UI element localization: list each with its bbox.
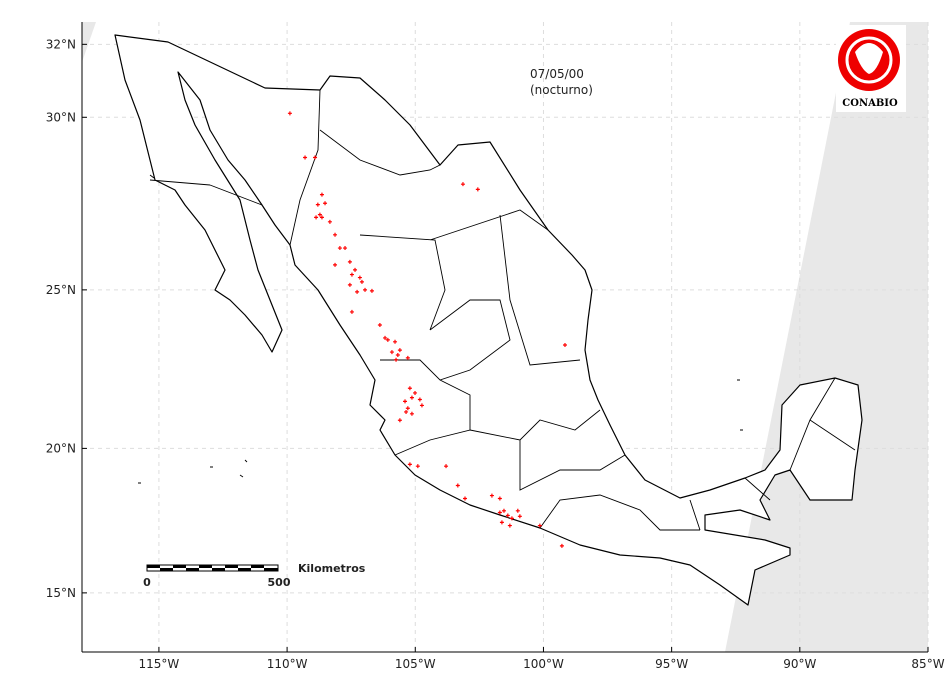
hotspot <box>347 259 352 264</box>
hotspot <box>315 202 320 207</box>
date: 07/05/00 <box>530 67 584 81</box>
hotspot <box>409 395 414 400</box>
x-tick-label: 95°W <box>655 657 688 671</box>
logo-text: CONABIO <box>842 98 898 109</box>
hotspot <box>403 399 408 404</box>
logo-emblem-detail <box>845 36 893 84</box>
hotspot <box>317 212 322 217</box>
scale-bar: Kilometros 0 500 <box>143 562 366 589</box>
hotspot <box>497 496 502 501</box>
hotspot <box>404 409 409 414</box>
hotspot <box>515 508 520 513</box>
y-tick-label: 30°N <box>46 110 76 124</box>
hotspot <box>383 335 388 340</box>
state-borders <box>149 89 856 531</box>
hotspot <box>363 287 368 292</box>
y-tick-label: 15°N <box>46 586 76 600</box>
hotspot <box>501 508 506 513</box>
hotspot <box>385 337 390 342</box>
hotspot <box>509 516 514 521</box>
hotspot <box>497 510 502 515</box>
hotspot <box>287 111 292 116</box>
hotspot <box>377 322 382 327</box>
hotspot <box>349 309 354 314</box>
logo: CONABIO <box>836 25 906 112</box>
hotspot <box>395 352 400 357</box>
y-tick-label: 32°N <box>46 37 76 51</box>
hotspot <box>455 483 460 488</box>
logo-emblem-detail <box>855 43 883 74</box>
hotspot <box>559 543 564 548</box>
hotspot <box>505 513 510 518</box>
hotspot <box>359 279 364 284</box>
no-data-area <box>82 22 96 62</box>
x-tick-label: 110°W <box>267 657 308 671</box>
hotspot <box>499 520 504 525</box>
hotspot <box>444 464 449 469</box>
islands <box>138 174 743 484</box>
hotspot <box>355 289 360 294</box>
hotspot <box>405 355 410 360</box>
hotspot <box>397 348 402 353</box>
x-tick-label: 90°W <box>783 657 816 671</box>
hotspot <box>507 523 512 528</box>
hotspot <box>343 246 348 251</box>
hotspot <box>357 275 362 280</box>
hotspot <box>333 232 338 237</box>
hotspot <box>397 418 402 423</box>
hotspot <box>517 514 522 519</box>
no-data-area <box>725 22 928 652</box>
hotspot <box>337 246 342 251</box>
hotspot <box>327 219 332 224</box>
hotspot <box>489 493 494 498</box>
x-tick-label: 85°W <box>911 657 944 671</box>
hotspot <box>417 397 422 402</box>
hotspot <box>393 339 398 344</box>
hotspot <box>314 215 319 220</box>
hotspot <box>407 386 412 391</box>
hotspot <box>323 201 328 206</box>
mexico-outline <box>114 34 863 606</box>
hotspot <box>333 262 338 267</box>
hotspot <box>394 357 399 362</box>
hotspot <box>463 496 468 501</box>
hotspot <box>369 288 374 293</box>
hotspot <box>349 272 354 277</box>
hotspot <box>419 403 424 408</box>
hotspot <box>405 406 410 411</box>
scale-bar-label: Kilometros <box>298 562 366 575</box>
hotspot <box>475 187 480 192</box>
subtitle: (nocturno) <box>530 83 593 97</box>
y-tick-label: 25°N <box>46 283 76 297</box>
hotspot <box>313 155 318 160</box>
hotspot <box>347 282 352 287</box>
hotspots <box>287 111 567 548</box>
hotspot <box>389 350 394 355</box>
hotspot <box>353 267 358 272</box>
hotspot <box>319 215 324 220</box>
hotspot <box>407 462 412 467</box>
scale-bar-tick: 0 <box>143 576 151 589</box>
hotspot <box>319 192 324 197</box>
y-tick-label: 20°N <box>46 441 76 455</box>
scale-bar-tick: 500 <box>268 576 291 589</box>
scale-bar-segments <box>147 565 278 571</box>
hotspot <box>562 343 567 348</box>
hotspot <box>409 411 414 416</box>
hotspot <box>303 155 308 160</box>
x-tick-label: 105°W <box>395 657 436 671</box>
x-tick-label: 100°W <box>523 657 564 671</box>
hotspot <box>415 464 420 469</box>
hotspot <box>413 390 418 395</box>
x-tick-label: 115°W <box>139 657 180 671</box>
hotspot <box>537 523 542 528</box>
hotspot <box>460 182 465 187</box>
